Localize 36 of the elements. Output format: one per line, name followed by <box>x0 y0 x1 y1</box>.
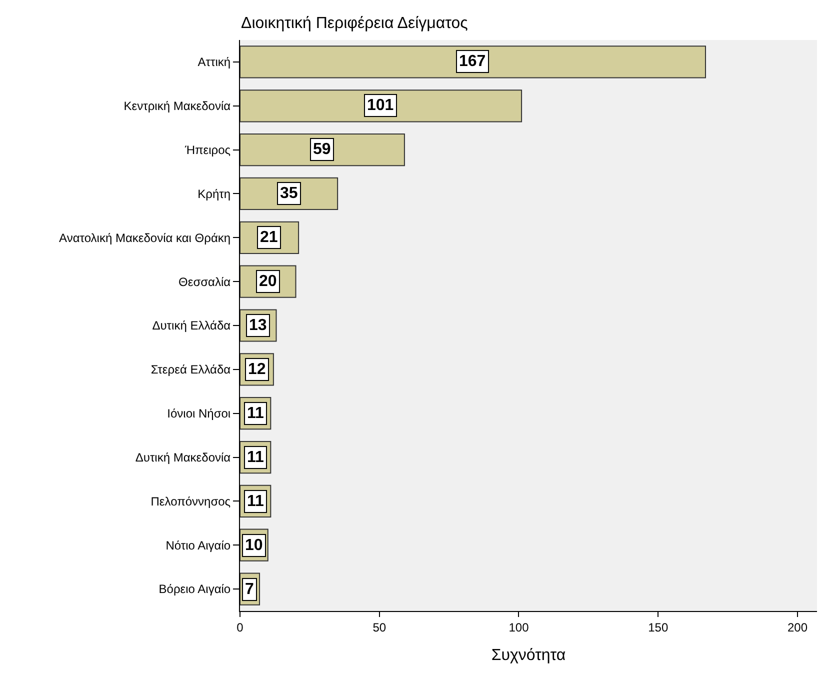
data-label: 12 <box>248 361 266 378</box>
data-label: 11 <box>247 493 264 510</box>
data-label: 20 <box>259 273 277 290</box>
y-tick-label: Κεντρική Μακεδονία <box>124 99 231 114</box>
data-label: 11 <box>247 449 264 466</box>
bar <box>240 46 706 78</box>
data-label: 13 <box>249 317 267 334</box>
data-label: 21 <box>260 229 278 246</box>
y-tick-label: Στερεά Ελλάδα <box>150 362 231 377</box>
y-tick-label: Κρήτη <box>198 186 231 201</box>
data-label: 11 <box>247 405 264 422</box>
data-label: 7 <box>245 581 254 598</box>
y-tick-label: Ιόνιοι Νήσοι <box>167 406 231 421</box>
x-tick-label: 150 <box>648 620 668 634</box>
y-tick-label: Θεσσαλία <box>178 274 231 289</box>
y-tick-label: Πελοπόννησος <box>150 494 231 508</box>
y-tick-label: Νότιο Αιγαίο <box>166 538 231 552</box>
x-tick-label: 50 <box>372 620 386 634</box>
x-tick-label: 100 <box>508 620 530 634</box>
data-label: 35 <box>280 185 298 202</box>
y-tick-label: Ήπειρος <box>184 143 231 158</box>
data-label: 10 <box>245 537 263 554</box>
y-tick-label: Δυτική Ελλάδα <box>152 318 231 333</box>
chart-title: Διοικητική Περιφέρεια Δείγματος <box>241 15 468 32</box>
data-label: 167 <box>459 53 486 70</box>
y-tick-label: Βόρειο Αιγαίο <box>158 582 231 596</box>
data-label: 59 <box>313 141 331 158</box>
data-label: 101 <box>367 97 394 114</box>
y-tick-label: Αττική <box>198 55 231 70</box>
x-tick-label: 0 <box>236 620 244 634</box>
bar <box>240 134 405 166</box>
y-tick-label: Δυτική Μακεδονία <box>135 450 231 464</box>
x-axis-title: Συχνότητα <box>491 647 566 664</box>
bar <box>240 90 522 122</box>
x-tick-label: 200 <box>787 620 808 634</box>
y-tick-label: Ανατολική Μακεδονία και Θράκη <box>59 230 231 245</box>
